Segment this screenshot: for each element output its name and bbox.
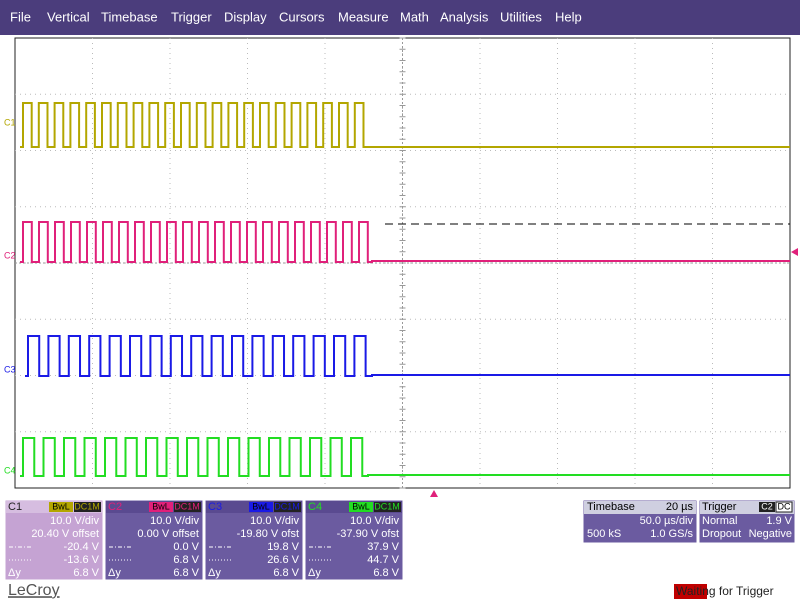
badge (374, 502, 401, 512)
channel-scale: 10.0 V/div (50, 515, 99, 527)
channel-cursor1: 0.0 V (173, 541, 199, 553)
trigger-source: C2 (761, 501, 773, 511)
channel-delta: 6.8 V (173, 567, 199, 579)
channel-cursor2: -13.6 V (64, 554, 100, 566)
menu-item[interactable]: Math (400, 9, 429, 24)
menu-item[interactable]: Analysis (440, 9, 489, 24)
channel-marker: C2 (4, 250, 16, 260)
channel-offset: 0.00 V offset (137, 528, 199, 540)
waveform (20, 221, 790, 263)
channel-delta: 6.8 V (373, 567, 399, 579)
badge (74, 502, 101, 512)
menu-item[interactable]: Timebase (101, 9, 158, 24)
menu-item[interactable]: Vertical (47, 9, 90, 24)
delta-label: Δy (108, 567, 121, 579)
timebase-delay: 20 µs (666, 501, 694, 513)
channel-cursor1: 37.9 V (367, 541, 399, 553)
channel-offset: 20.40 V offset (31, 528, 99, 540)
delta-label: Δy (8, 567, 21, 579)
menu-item[interactable]: Cursors (279, 9, 325, 24)
badge (249, 502, 273, 512)
timebase-rate: 1.0 GS/s (650, 528, 693, 540)
menu-item[interactable]: Display (224, 9, 267, 24)
channel-cursor1: 19.8 V (267, 541, 299, 553)
timebase-samples: 500 kS (587, 528, 621, 540)
badge-text: DC1M (374, 501, 400, 511)
badge-text: BwL (152, 501, 170, 511)
logo: LeCroy (8, 582, 60, 599)
channel-cursor1: -20.4 V (64, 541, 100, 553)
trigger-level: 1.9 V (766, 515, 792, 527)
channel-cursor2: 6.8 V (173, 554, 199, 566)
trigger-level-marker (791, 248, 798, 256)
channel-scale: 10.0 V/div (150, 515, 199, 527)
badge-text: BwL (252, 501, 270, 511)
timebase-scale: 50.0 µs/div (640, 515, 694, 527)
channel-panel[interactable] (204, 499, 304, 581)
delta-label: Δy (308, 567, 321, 579)
channel-panel[interactable] (104, 499, 204, 581)
channel-panel[interactable] (4, 499, 104, 581)
channel-offset: -19.80 V ofst (237, 528, 299, 540)
channel-panel[interactable] (304, 499, 404, 581)
timebase-header (584, 501, 696, 514)
badge (349, 502, 373, 512)
delta-label: Δy (208, 567, 221, 579)
badge (775, 501, 793, 513)
menu-item[interactable]: Utilities (500, 9, 542, 24)
channel-delta: 6.8 V (73, 567, 99, 579)
waveform (25, 335, 790, 377)
trigger-coupling: DC (778, 501, 791, 511)
status-highlight (674, 584, 707, 599)
channel-delta: 6.8 V (273, 567, 299, 579)
channel-marker: C4 (4, 465, 16, 475)
channel-offset: -37.90 V ofst (337, 528, 399, 540)
channel-scale: 10.0 V/div (350, 515, 399, 527)
badge (149, 502, 173, 512)
status: Waiting for Trigger (676, 584, 774, 598)
trigger-mode: Normal (702, 515, 737, 527)
badge (274, 502, 301, 512)
badge-text: DC1M (174, 501, 200, 511)
badge (49, 502, 73, 512)
menu-item[interactable]: Measure (338, 9, 389, 24)
badge (759, 502, 775, 512)
menu-item[interactable]: File (10, 9, 31, 24)
badge (174, 502, 201, 512)
menu-item[interactable]: Trigger (171, 9, 212, 24)
channel-name: C2 (108, 501, 122, 513)
timebase-title: Timebase (587, 501, 635, 513)
waveform (20, 437, 790, 477)
channel-name: C3 (208, 501, 222, 513)
channel-name: C1 (8, 501, 22, 513)
channel-name: C4 (308, 501, 322, 513)
trigger-title: Trigger (702, 501, 737, 513)
badge-text: BwL (352, 501, 370, 511)
channel-scale: 10.0 V/div (250, 515, 299, 527)
trigger-time-marker (430, 490, 438, 497)
channel-cursor2: 26.6 V (267, 554, 299, 566)
trigger-slope: Negative (749, 528, 792, 540)
channel-marker: C1 (4, 117, 16, 127)
channel-marker: C3 (4, 364, 16, 374)
badge-text: DC1M (74, 501, 100, 511)
badge-text: DC1M (274, 501, 300, 511)
menu-item[interactable]: Help (555, 9, 582, 24)
badge-text: BwL (52, 501, 70, 511)
menu-bar (0, 0, 800, 35)
waveform (20, 102, 790, 148)
channel-cursor2: 44.7 V (367, 554, 399, 566)
trigger-type: Dropout (702, 528, 741, 540)
